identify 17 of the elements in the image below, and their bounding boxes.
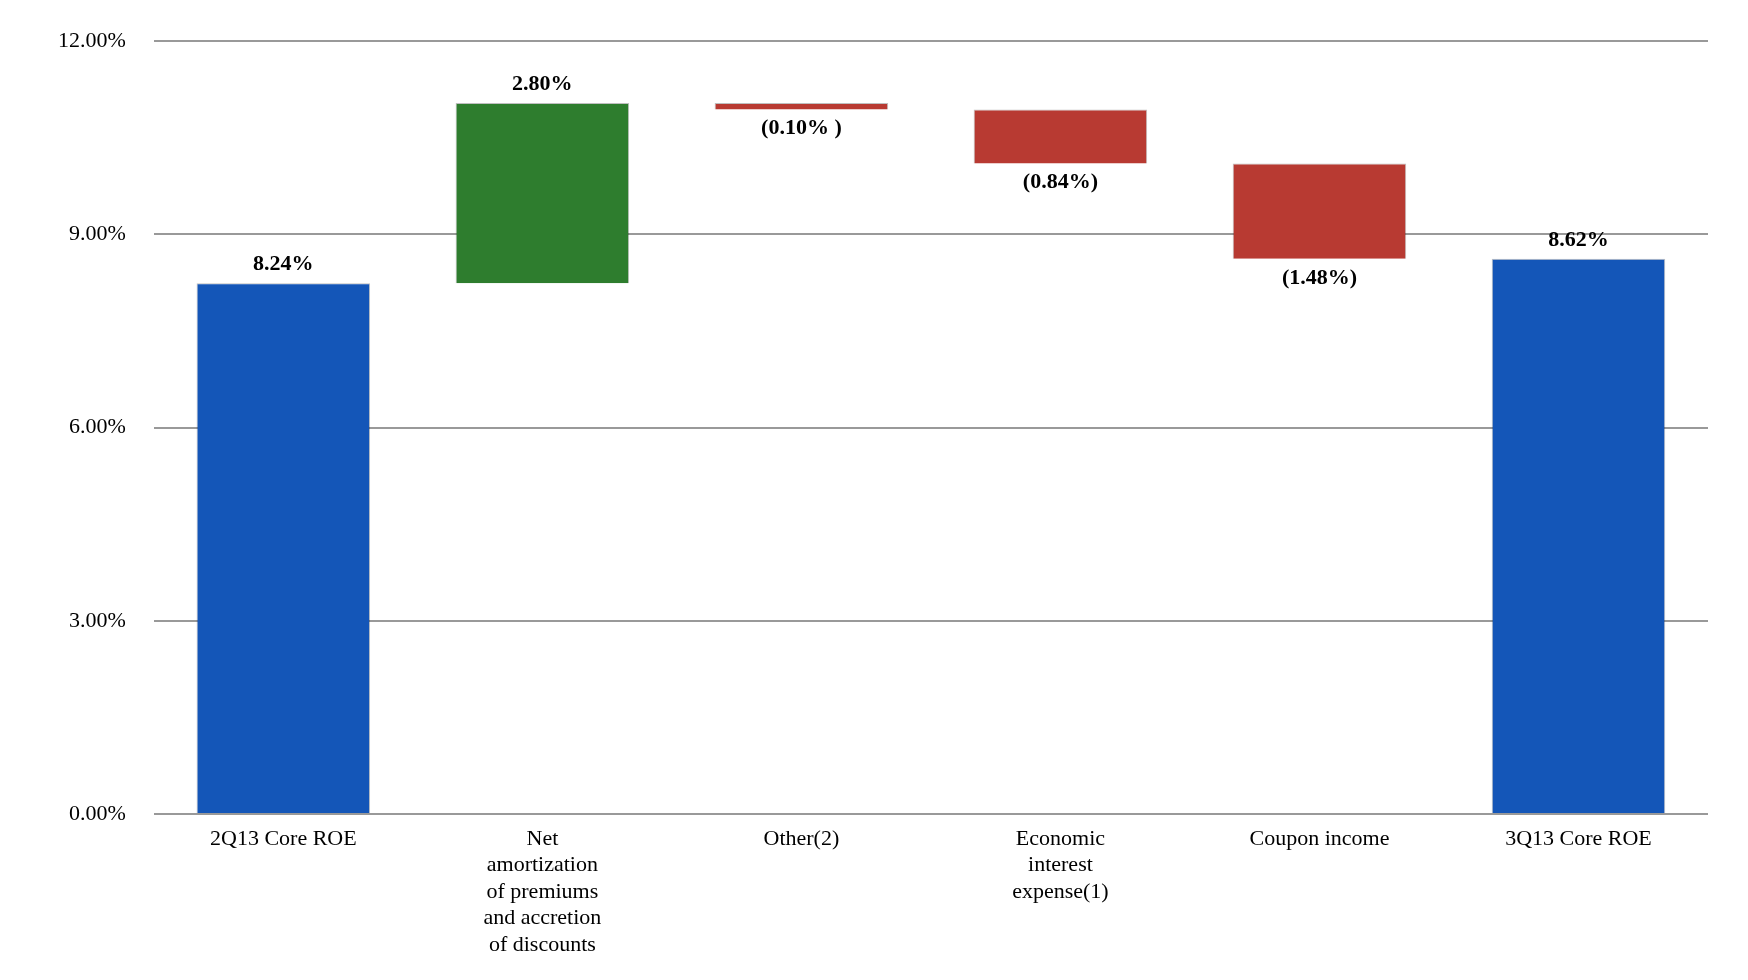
x-tick-label: Economic interest expense(1) bbox=[1012, 824, 1109, 903]
y-tick-label: 0.00% bbox=[69, 799, 126, 825]
data-label: (0.10% ) bbox=[761, 114, 842, 140]
data-label: 8.62% bbox=[1548, 225, 1609, 251]
x-tick-label: Net amortization of premiums and accretion of discounts bbox=[483, 824, 602, 956]
y-tick-label: 6.00% bbox=[69, 413, 126, 439]
data-label: 8.24% bbox=[253, 250, 314, 276]
y-tick-label: 9.00% bbox=[69, 220, 126, 246]
data-label: 2.80% bbox=[512, 69, 573, 95]
data-label: (0.84%) bbox=[1022, 168, 1099, 194]
x-tick-label: Coupon income bbox=[1249, 824, 1390, 850]
x-tick-label: 2Q13 Core ROE bbox=[210, 824, 357, 850]
data-label: (1.48%) bbox=[1281, 263, 1358, 289]
x-tick-label: 3Q13 Core ROE bbox=[1505, 824, 1652, 850]
y-tick-label: 12.00% bbox=[58, 26, 126, 52]
y-tick-label: 3.00% bbox=[69, 606, 126, 632]
x-tick-label: Other(2) bbox=[763, 824, 840, 850]
